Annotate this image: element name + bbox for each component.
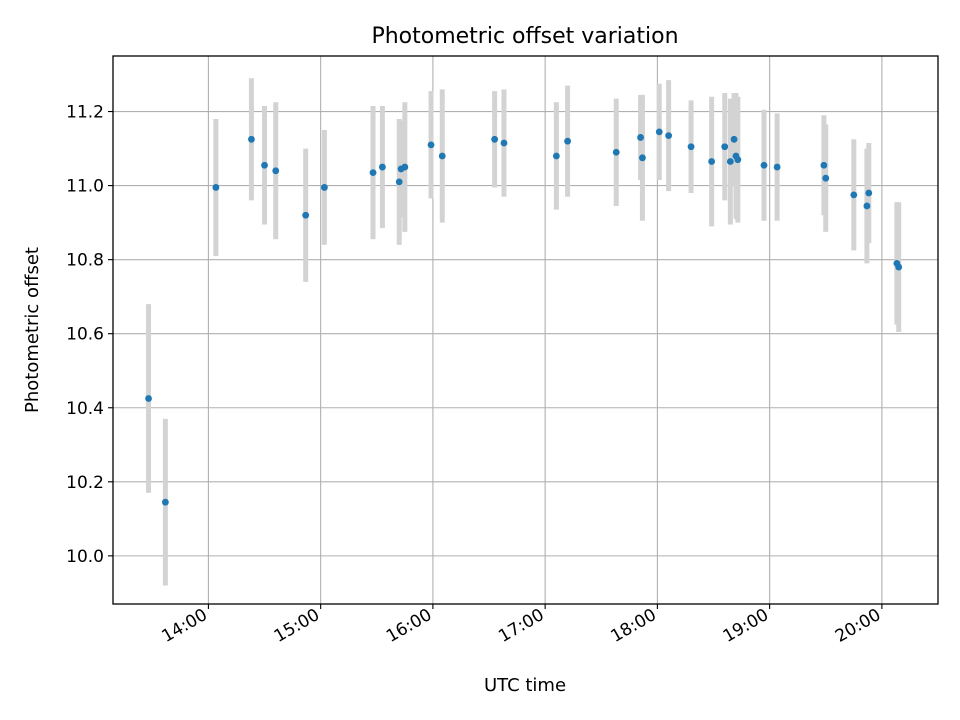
data-point	[895, 263, 903, 271]
grid	[113, 56, 938, 604]
data-point	[500, 139, 508, 147]
data-point	[378, 163, 386, 171]
y-tick-label: 10.0	[66, 547, 104, 567]
data-point	[665, 132, 673, 140]
data-point	[863, 202, 871, 210]
data-point	[261, 161, 268, 169]
y-tick-label: 10.4	[66, 399, 104, 419]
data-point	[687, 143, 695, 151]
y-axis-title: Photometric offset	[22, 247, 43, 413]
y-tick-label: 11.2	[66, 103, 104, 123]
data-point	[820, 161, 828, 169]
data-point	[639, 154, 646, 162]
data-point	[730, 135, 738, 143]
plot-area-frame	[112, 55, 939, 605]
x-axis-title: UTC time	[484, 675, 566, 696]
data-point	[721, 143, 729, 151]
data-point	[369, 169, 377, 177]
data-point	[552, 152, 560, 160]
data-point	[161, 498, 169, 506]
y-axis-ticks: 10.0 10.2 10.4 10.6 10.8 11.0 11.2	[66, 103, 113, 567]
data-point	[320, 184, 328, 191]
data-point	[655, 128, 663, 136]
data-point	[865, 189, 873, 197]
y-tick-label: 10.6	[66, 325, 104, 345]
data-point	[822, 174, 830, 182]
data-point	[564, 137, 571, 145]
data-point	[491, 135, 499, 143]
data-point	[401, 163, 409, 171]
data-point	[760, 161, 768, 169]
data-point	[438, 152, 446, 160]
data-point	[145, 395, 152, 402]
data-point	[302, 211, 310, 219]
data-point	[395, 178, 403, 186]
data-point	[850, 191, 858, 199]
data-point	[248, 135, 255, 143]
y-tick-label: 10.2	[66, 473, 104, 493]
data-point	[708, 158, 716, 165]
data-point	[734, 156, 742, 164]
data-point	[612, 148, 620, 156]
data-point	[726, 158, 734, 165]
data-points	[145, 128, 903, 506]
data-point	[637, 134, 644, 141]
data-point	[773, 163, 781, 171]
chart-title: Photometric offset variation	[371, 24, 678, 49]
y-tick-label: 10.8	[66, 251, 104, 271]
data-point	[427, 141, 435, 149]
data-point	[212, 184, 220, 191]
y-tick-label: 11.0	[66, 177, 104, 197]
data-point	[272, 167, 280, 175]
